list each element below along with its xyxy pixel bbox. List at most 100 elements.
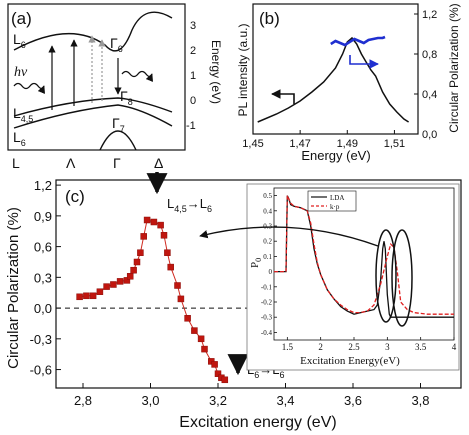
data-point xyxy=(110,281,117,288)
panel-b-xticks: 1,45 1,47 1,49 1,51 xyxy=(242,130,405,150)
data-point xyxy=(116,278,124,285)
label-l6-bottom: L6 xyxy=(13,129,26,148)
data-point xyxy=(197,335,205,343)
label-l6-top: L6 xyxy=(13,31,26,50)
band-l45 xyxy=(13,97,173,117)
panel-c-ylabel: Circular Polarization (%) xyxy=(5,207,22,369)
annotation-l45-l6: L4,5→L6 xyxy=(167,196,212,214)
inset-series-layer xyxy=(274,195,454,318)
pl-axis-arrow xyxy=(271,89,295,104)
inset-legend-box xyxy=(307,190,357,212)
panel-a-frame xyxy=(7,3,186,151)
inset-legend: LDA k·p xyxy=(307,190,357,212)
inset-x-tick-label: 2.5 xyxy=(348,342,360,352)
data-point xyxy=(137,249,144,256)
panel-c-tag: (c) xyxy=(65,187,85,206)
x-tick-label: 1,51 xyxy=(384,138,405,150)
y-tick-label: 1,2 xyxy=(34,178,52,193)
data-point xyxy=(76,293,83,301)
inset-yticks: 0.50.40.30.20.10-0.1-0.2-0.3-0.4 xyxy=(261,192,277,337)
inset-xlabel: Excitation Energy(eV) xyxy=(300,355,400,367)
x-tick-label: 1,47 xyxy=(289,138,310,150)
panel-c-frame xyxy=(55,179,462,389)
x-tick-label: 3,4 xyxy=(276,393,294,408)
label-gamma7: Γ7 xyxy=(112,115,125,134)
panel-a-energy-axis: 3 2 1 0 -1 Energy (eV) xyxy=(186,20,223,132)
polarization-points xyxy=(76,216,229,384)
x-tick-label: 3,2 xyxy=(209,393,227,408)
data-point xyxy=(214,370,222,377)
y-tick-label: -0,6 xyxy=(30,363,52,378)
inset-y-tick-label: 0 xyxy=(269,268,273,276)
inset-x-tick-label: 3.5 xyxy=(415,342,427,352)
band-gamma7 xyxy=(99,130,137,151)
data-point xyxy=(96,288,104,295)
inset-box xyxy=(246,183,460,371)
data-point xyxy=(164,249,171,256)
data-point xyxy=(140,233,147,240)
energy-tick: 1 xyxy=(190,70,196,82)
legend-label-kp: k·p xyxy=(330,203,340,211)
inset-link-arrow xyxy=(199,226,379,247)
k-tick-delta: Δ xyxy=(154,155,163,171)
panel-b-yticks: 1,2 0,8 0,4 0,0 xyxy=(414,9,437,141)
inset-y-tick-label: 0.2 xyxy=(263,238,272,246)
x-tick-label: 3,0 xyxy=(141,393,159,408)
polarization-curve xyxy=(79,219,226,381)
y-tick-label: 0,3 xyxy=(34,270,52,285)
data-point xyxy=(157,221,164,229)
inset-y-tick-label: -0.4 xyxy=(261,329,273,337)
x-tick-label: 3,8 xyxy=(411,393,429,408)
data-point xyxy=(126,273,134,280)
inset-y-tick-label: 0.5 xyxy=(263,192,272,200)
y-tick-label: 0,9 xyxy=(34,209,52,224)
inset-x-tick-label: 3 xyxy=(385,342,390,352)
inset-x-tick-label: 1.5 xyxy=(282,342,294,352)
panel-b-frame xyxy=(252,3,419,135)
data-point xyxy=(130,266,137,274)
data-point xyxy=(191,327,198,334)
panel-a-tag: (a) xyxy=(11,9,32,28)
energy-tick: 3 xyxy=(190,20,196,32)
panel-b-tag: (b) xyxy=(259,9,280,28)
panel-c: (c) 1,2 0,9 0,6 0,3 0,0 -0,3 -0,6 2,8 3,0 3,2 3,4… xyxy=(5,172,462,431)
data-point xyxy=(201,345,208,353)
polarization-axis-arrow xyxy=(349,55,379,69)
energy-tick: -1 xyxy=(186,120,196,132)
data-point xyxy=(83,292,90,300)
panel-c-xticks: 2,8 3,0 3,2 3,4 3,6 3,8 xyxy=(74,383,430,408)
x-tick-label: 2,8 xyxy=(74,393,92,408)
label-l45: L4,5 xyxy=(13,105,33,124)
photon-label: hν xyxy=(14,65,28,80)
inset-y-tick-label: 0.1 xyxy=(263,253,272,261)
x-tick-label: 1,49 xyxy=(337,138,358,150)
data-point xyxy=(133,258,141,266)
panel-b-series-layer xyxy=(257,35,410,123)
inset-ylabel: P0 xyxy=(249,258,263,268)
y-tick-label: 0,0 xyxy=(422,129,437,141)
panel-c-yticks: 1,2 0,9 0,6 0,3 0,0 -0,3 -0,6 xyxy=(30,178,61,378)
inset-y-tick-label: -0.1 xyxy=(261,283,273,291)
data-point xyxy=(143,216,151,224)
data-point xyxy=(160,232,168,239)
data-point xyxy=(150,218,158,226)
y-tick-label: 1,2 xyxy=(422,9,437,21)
inset-y-tick-label: 0.4 xyxy=(263,207,272,215)
label-gamma6: Γ6 xyxy=(110,35,123,54)
data-point xyxy=(89,292,97,300)
photon-wave-in xyxy=(13,82,46,94)
inset-y-tick-label: -0.3 xyxy=(261,314,273,322)
inset-highlight-ellipse-left xyxy=(375,229,397,323)
inset-xticks: 1.5 2 2.5 3 3.5 4 xyxy=(282,337,457,352)
x-tick-label: 1,45 xyxy=(242,138,263,150)
energy-axis-label: Energy (eV) xyxy=(209,40,223,104)
k-tick-gamma: Γ xyxy=(113,155,121,171)
y-tick-label: 0,8 xyxy=(422,49,437,61)
panel-b-xlabel: Energy (eV) xyxy=(301,148,370,163)
y-tick-label: 0,0 xyxy=(34,301,52,316)
y-tick-label: -0,3 xyxy=(30,332,52,347)
label-gamma8: Γ8 xyxy=(120,88,133,107)
k-tick-l: L xyxy=(12,155,20,171)
data-point xyxy=(184,315,191,322)
